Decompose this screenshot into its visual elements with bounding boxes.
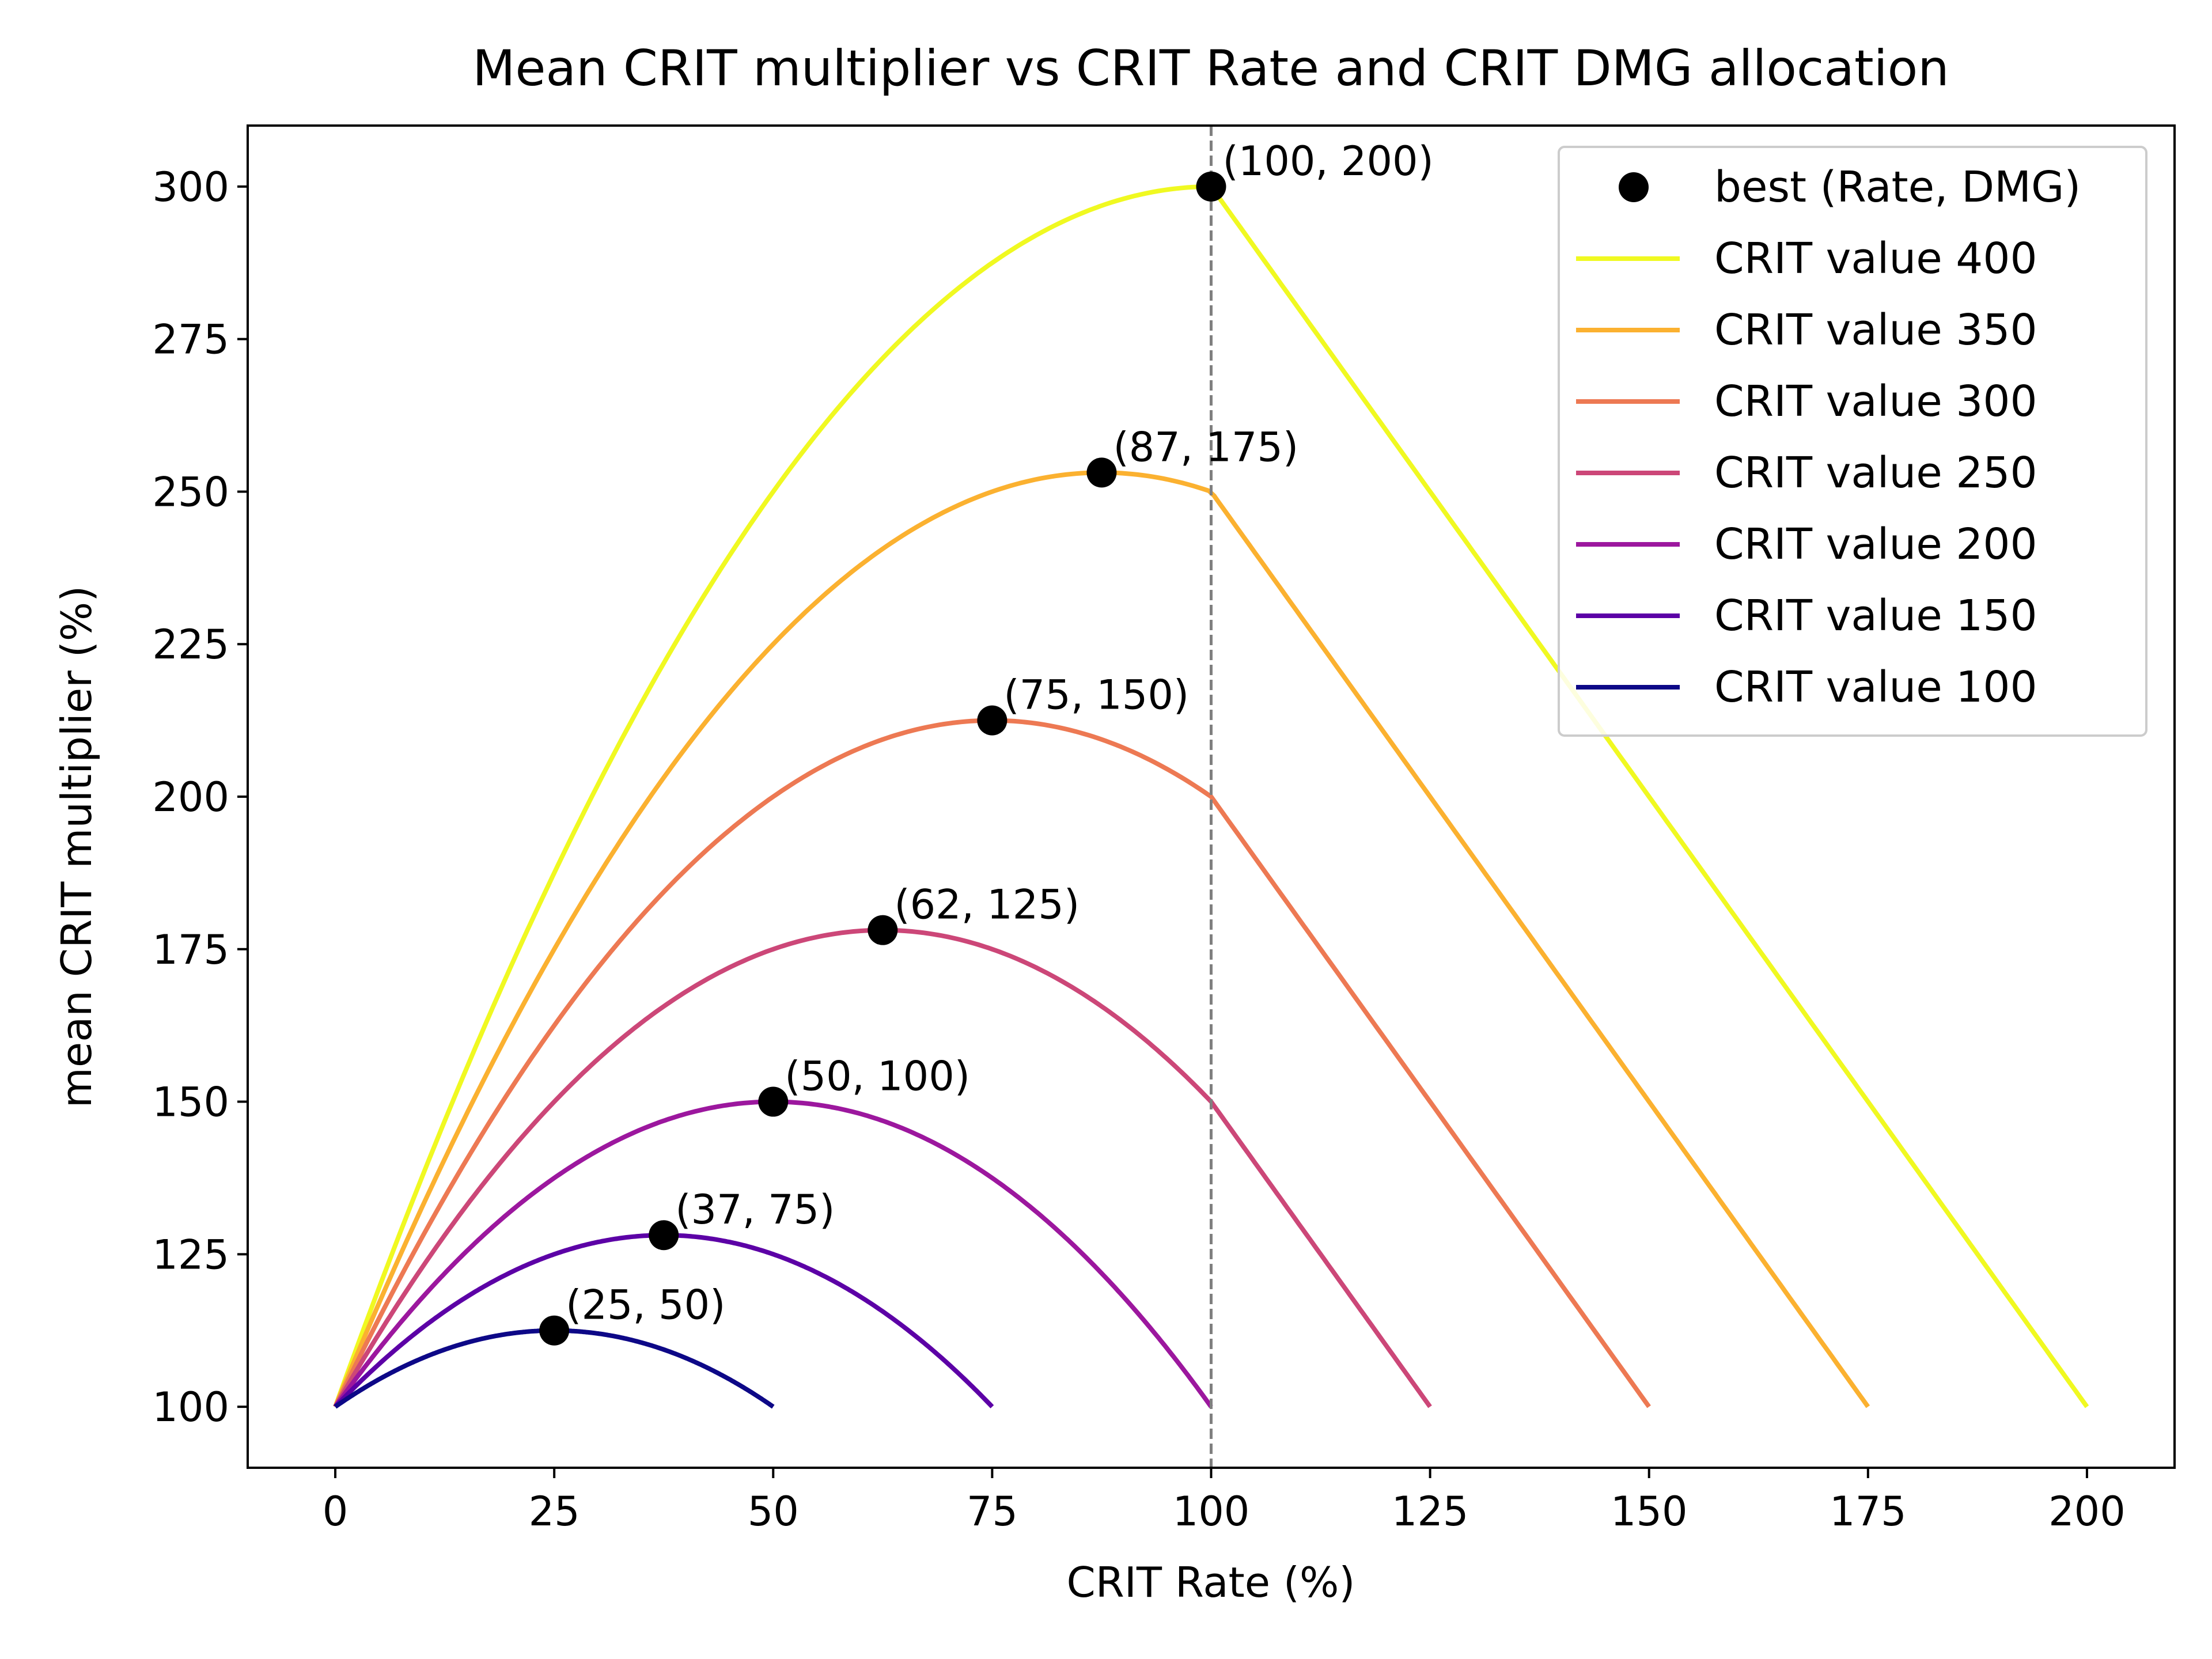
legend: best (Rate, DMG) CRIT value 400 CRIT value… (1558, 146, 2147, 737)
y-axis-label: mean CRIT multiplier (%) (52, 586, 101, 1108)
y-tick-label: 125 (152, 1231, 229, 1278)
best-point (758, 1086, 789, 1117)
best-point (649, 1220, 679, 1251)
best-point (1086, 457, 1117, 488)
x-tick-label: 150 (1611, 1488, 1688, 1535)
x-tick-label: 50 (748, 1488, 799, 1535)
plot-area: (100, 200) (87, 175) (75, 150) (62, 125) (50… (152, 124, 2176, 1535)
y-tick-label: 275 (152, 316, 229, 363)
best-point (868, 915, 898, 945)
legend-marker-best (1619, 172, 1649, 202)
x-tick-label: 175 (1830, 1488, 1907, 1535)
best-point-label: (50, 100) (785, 1053, 970, 1100)
legend-label-cv-100: CRIT value 100 (1714, 662, 2037, 712)
best-point (539, 1315, 570, 1346)
legend-label-cv-150: CRIT value 150 (1714, 591, 2037, 641)
x-axis-label: CRIT Rate (%) (1067, 1558, 1355, 1607)
x-tick-label: 0 (323, 1488, 349, 1535)
legend-label-best: best (Rate, DMG) (1714, 162, 2081, 212)
best-point-label: (87, 175) (1113, 423, 1298, 471)
best-point-label: (75, 150) (1003, 672, 1189, 719)
x-tick-label: 25 (529, 1488, 580, 1535)
legend-label-cv-250: CRIT value 250 (1714, 448, 2037, 498)
chart-title: Mean CRIT multiplier vs CRIT Rate and CR… (472, 40, 1949, 97)
best-point-label: (25, 50) (566, 1282, 725, 1329)
best-point-label: (37, 75) (675, 1186, 835, 1233)
legend-box (1558, 146, 2147, 737)
legend-label-cv-300: CRIT value 300 (1714, 377, 2037, 426)
y-tick-label: 175 (152, 926, 229, 974)
x-tick-label: 200 (2048, 1488, 2126, 1535)
legend-label-cv-200: CRIT value 200 (1714, 520, 2037, 569)
best-point-label: (62, 125) (894, 881, 1080, 929)
y-tick-label: 250 (152, 468, 229, 516)
legend-label-cv-350: CRIT value 350 (1714, 305, 2037, 355)
y-tick-label: 150 (152, 1079, 229, 1126)
x-tick-label: 75 (967, 1488, 1018, 1535)
legend-label-cv-400: CRIT value 400 (1714, 234, 2037, 283)
best-point (977, 705, 1007, 736)
best-point (1196, 171, 1226, 202)
x-tick-label: 125 (1392, 1488, 1469, 1535)
y-tick-label: 200 (152, 774, 229, 821)
y-tick-label: 225 (152, 621, 229, 668)
x-tick-label: 100 (1173, 1488, 1250, 1535)
y-tick-label: 300 (152, 164, 229, 211)
best-point-label: (100, 200) (1223, 138, 1434, 185)
y-tick-label: 100 (152, 1384, 229, 1431)
